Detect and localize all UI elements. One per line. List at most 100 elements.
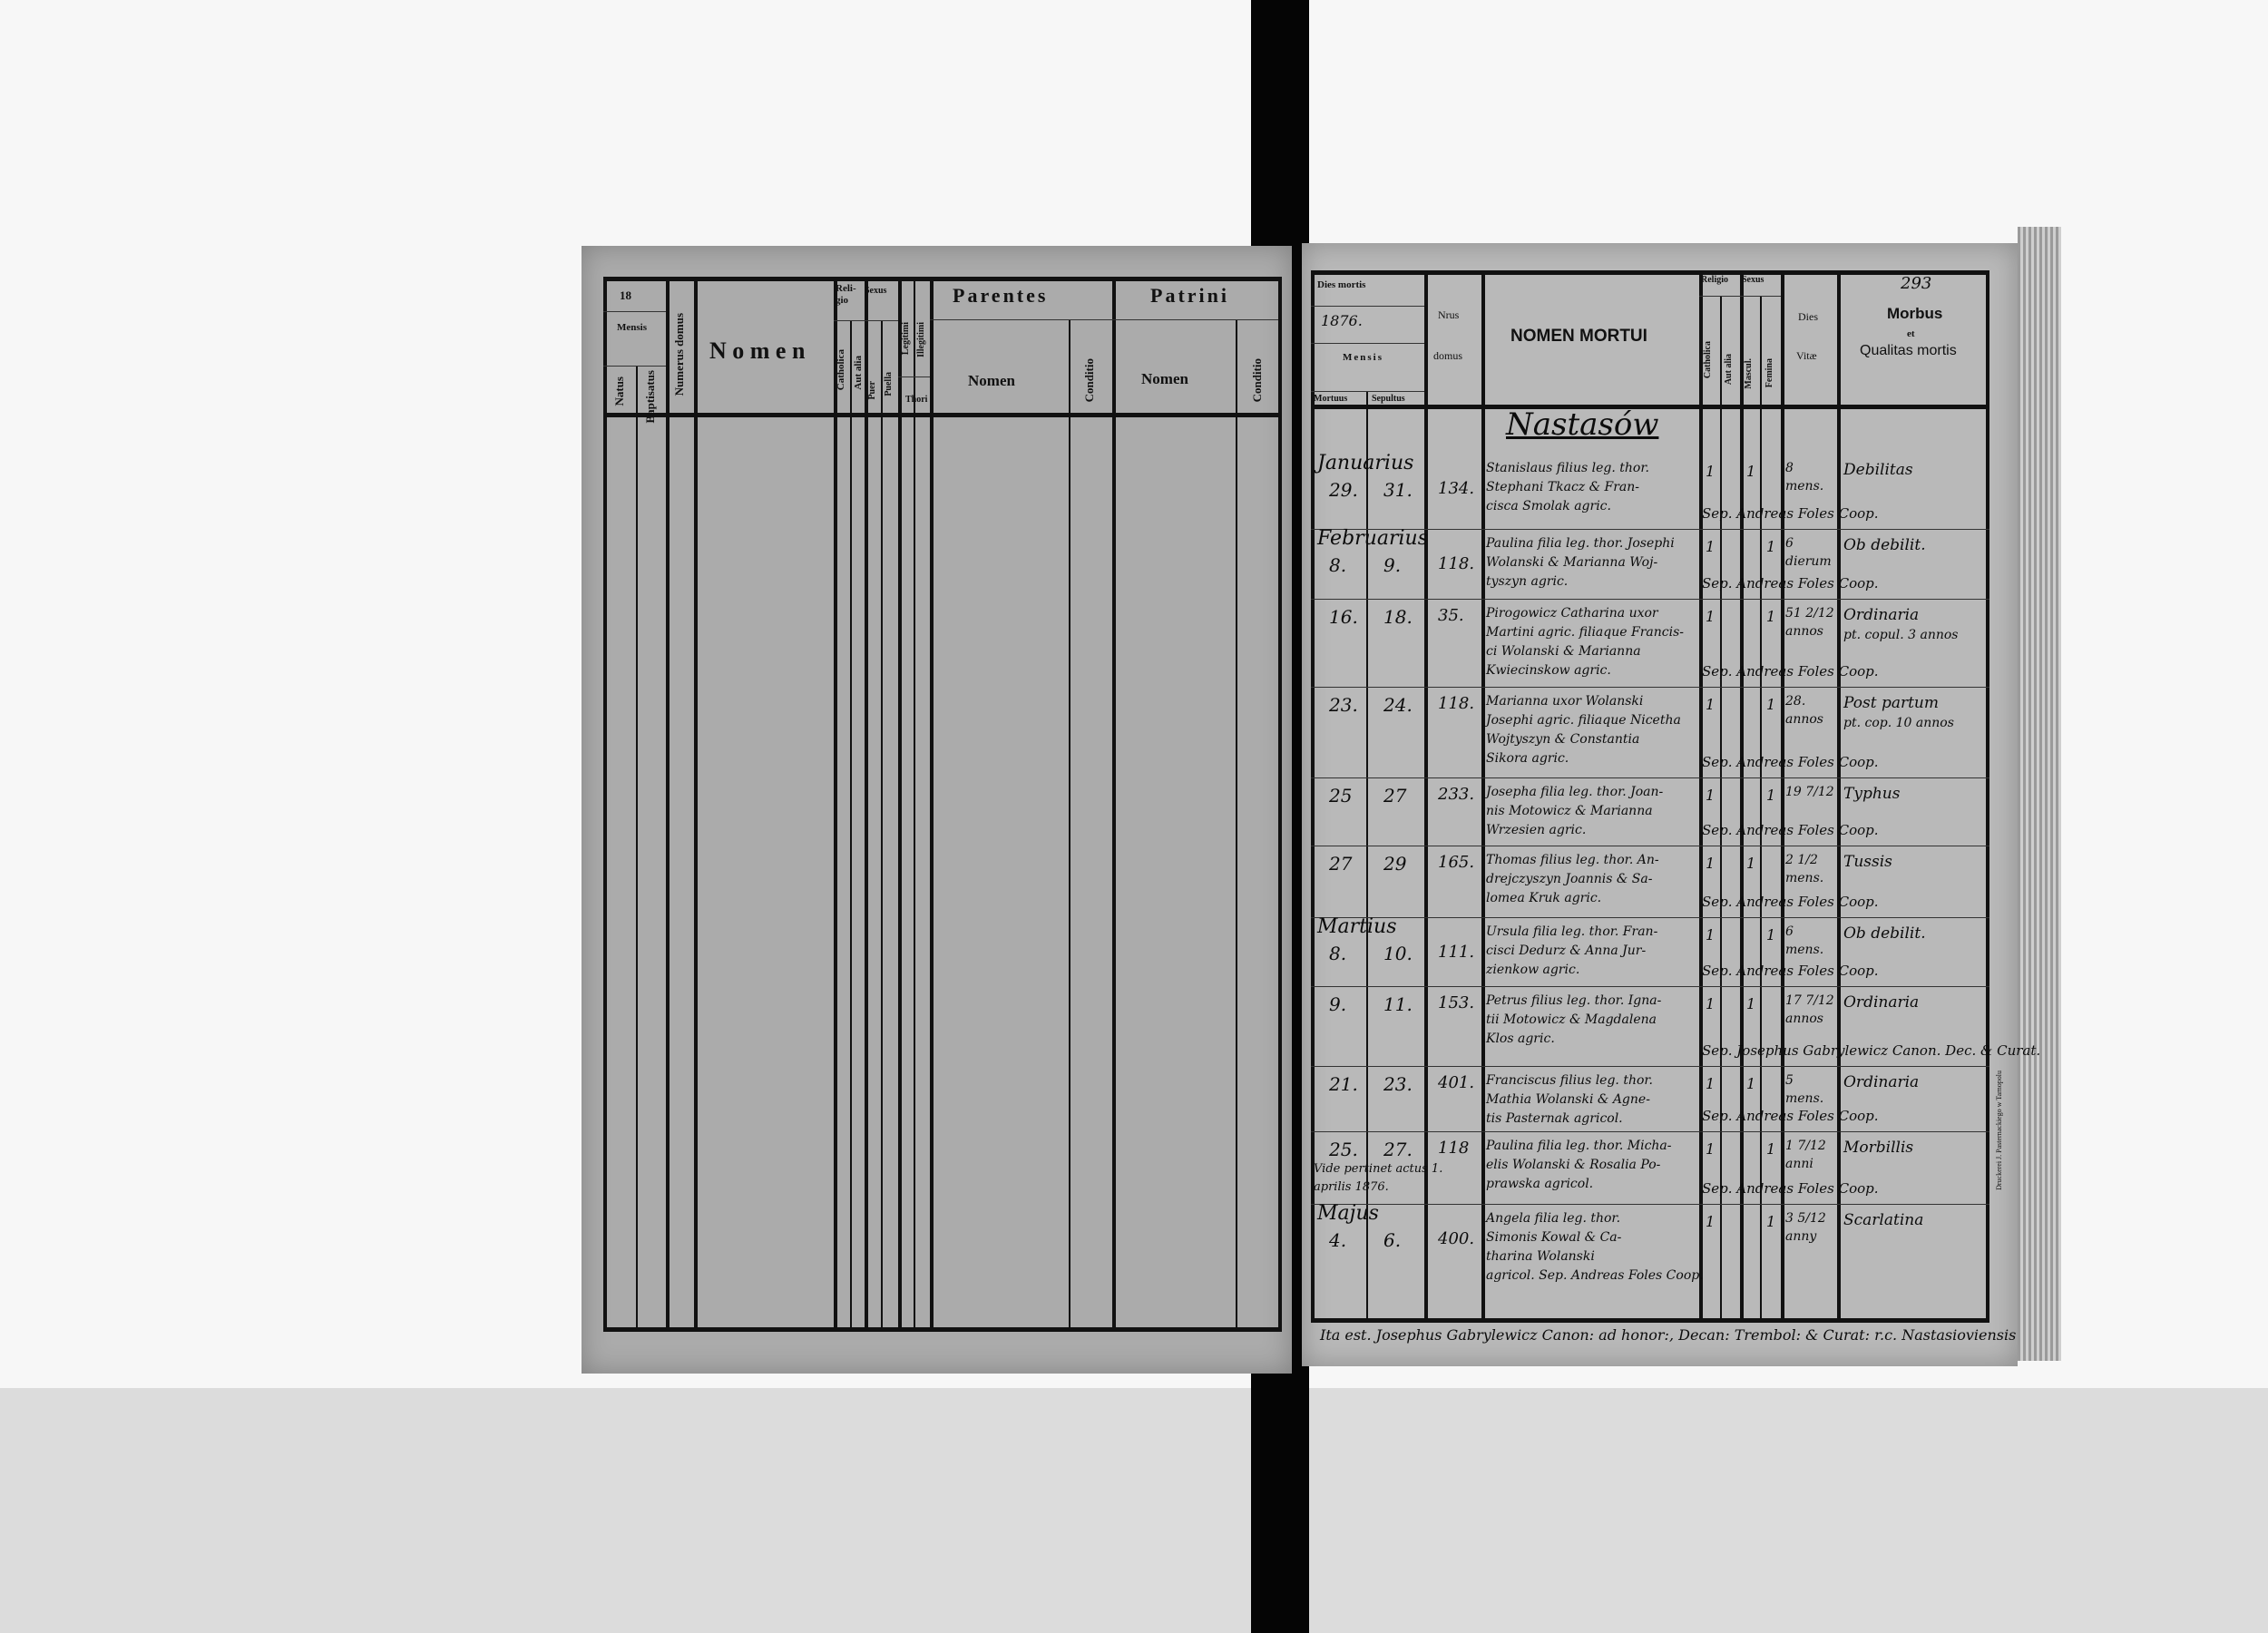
header-rule [1311, 306, 1424, 307]
deceased-name-line: cisci Dedurz & Anna Jur- [1486, 944, 1647, 958]
age-at-death: 5 [1785, 1073, 1794, 1088]
mortuus-day: 8. [1329, 943, 1347, 964]
deceased-name-line: agricol. Sep. Andreas Foles Coop. [1486, 1268, 1704, 1283]
sepultus-day: 18. [1383, 606, 1413, 628]
deceased-name-line: tharina Wolanski [1486, 1249, 1595, 1264]
nomen-mortui-heading: NOMEN MORTUI [1510, 327, 1647, 346]
mortuus-day: 9. [1329, 993, 1347, 1015]
background-floor [0, 1388, 2268, 1633]
catholica-mark: 1 [1706, 538, 1716, 555]
sepultus-day: 9. [1383, 554, 1402, 576]
burial-officiant: Sep. Andreas Foles Coop. [1702, 754, 1879, 770]
femina-mark: 1 [1766, 538, 1776, 555]
parentes-nomen-label: Nomen [968, 372, 1015, 389]
age-at-death: mens. [1785, 479, 1824, 494]
mortuus-day: 4. [1329, 1229, 1347, 1251]
house-number: 153. [1438, 993, 1475, 1012]
numerus-domus-label: Numerus domus [672, 313, 686, 396]
cause-of-death: Post partum [1843, 694, 1939, 712]
cause-of-death: Debilitas [1843, 461, 1913, 479]
natus-label: Natus [612, 376, 626, 406]
cause-of-death: Morbillis [1843, 1139, 1914, 1157]
catholica-mark: 1 [1706, 926, 1716, 944]
age-at-death: 6 [1785, 536, 1794, 551]
mensis-label: Mensis [617, 322, 647, 333]
femina-mark: 1 [1766, 787, 1776, 804]
burial-officiant: Sep. Andreas Foles Coop. [1702, 663, 1879, 680]
age-at-death: 51 2/12 [1785, 606, 1834, 621]
deceased-name-line: Paulina filia leg. thor. Josephi [1486, 536, 1675, 551]
column-rule [1278, 277, 1282, 1327]
deceased-name-line: Wrzesien agric. [1486, 823, 1587, 837]
header-rule [1311, 343, 1424, 344]
sepultus-day: 27 [1383, 785, 1407, 807]
deceased-name-line: Josephi agric. filiaque Nicetha [1486, 713, 1681, 728]
month-label: Majus [1317, 1202, 1379, 1225]
dies-mortis-label: Dies mortis [1317, 279, 1366, 290]
mortuus-day: 25 [1329, 785, 1353, 807]
month-label: Martius [1317, 915, 1397, 938]
page-edges [2018, 227, 2061, 1361]
domus-label: domus [1433, 349, 1463, 362]
puer-label: Puer [867, 381, 877, 400]
morbus-label: Morbus [1887, 305, 1943, 322]
burial-officiant: Sep. Josephus Gabrylewicz Canon. Dec. & … [1702, 1042, 2041, 1059]
deceased-name-line: elis Wolanski & Rosalia Po- [1486, 1158, 1661, 1172]
age-at-death: 1 7/12 [1785, 1139, 1826, 1153]
thori-label: Thori [905, 395, 928, 405]
column-rule [1424, 270, 1428, 1318]
column-rule [1740, 270, 1744, 1318]
column-rule [1236, 319, 1237, 1327]
age-at-death: 17 7/12 [1785, 993, 1834, 1008]
deceased-name-line: Wolanski & Marianna Woj- [1486, 555, 1658, 570]
deceased-name-line: cisca Smolak agric. [1486, 499, 1611, 513]
femina-label: Femina [1765, 358, 1774, 388]
catholica-mark: 1 [1706, 696, 1716, 713]
vitae-label: Vitæ [1796, 349, 1817, 362]
header-bottom-rule [603, 413, 1282, 417]
deceased-name-line: prawska agricol. [1486, 1177, 1594, 1191]
year-label: 1876. [1321, 312, 1363, 329]
header-rule [898, 376, 930, 377]
row-rule [1311, 687, 1989, 688]
deceased-name-line: Thomas filius leg. thor. An- [1486, 853, 1659, 867]
age-at-death: 6 [1785, 924, 1794, 939]
burial-officiant: Sep. Andreas Foles Coop. [1702, 894, 1879, 910]
legitimi-label: Legitimi [901, 322, 911, 356]
column-rule [1986, 270, 1989, 1318]
column-rule [694, 277, 698, 1327]
burial-officiant: Sep. Andreas Foles Coop. [1702, 505, 1879, 522]
column-rule [666, 277, 670, 1327]
illegitimi-label: Illegitimi [916, 322, 926, 357]
mortuus-day: 16. [1329, 606, 1358, 628]
column-rule [914, 277, 915, 1327]
deceased-name-line: Klos agric. [1486, 1032, 1555, 1046]
deceased-name-line: Stephani Tkacz & Fran- [1486, 480, 1640, 494]
column-rule [881, 320, 883, 1327]
catholica-label: Catholica [836, 349, 846, 391]
column-rule [603, 277, 607, 1327]
house-number: 111. [1438, 943, 1475, 962]
sepultus-day: 6. [1383, 1229, 1402, 1251]
house-number: 401. [1438, 1073, 1475, 1092]
deceased-name-line: Petrus filius leg. thor. Igna- [1486, 993, 1662, 1008]
column-rule [834, 277, 837, 1327]
deceased-name-line: Martini agric. filiaque Francis- [1486, 625, 1684, 640]
mascul-mark: 1 [1746, 1075, 1756, 1092]
mortuus-day: 21. [1329, 1073, 1358, 1095]
aut-alia-label: Aut alia [1724, 354, 1734, 386]
femina-mark: 1 [1766, 1140, 1776, 1158]
femina-mark: 1 [1766, 608, 1776, 625]
right-page [1302, 243, 2018, 1366]
column-rule [1366, 391, 1368, 1318]
month-label: Februarius [1317, 527, 1428, 550]
burial-officiant: Sep. Andreas Foles Coop. [1702, 575, 1879, 592]
deceased-name-line: lomea Kruk agric. [1486, 891, 1602, 905]
cause-of-death: Ordinaria [1843, 1073, 1920, 1091]
header-rule [1699, 296, 1781, 297]
cause-of-death: pt. cop. 10 annos [1843, 716, 1954, 730]
deceased-name-line: Marianna uxor Wolanski [1486, 694, 1644, 709]
cause-of-death: pt. copul. 3 annos [1843, 628, 1959, 642]
house-number: 400. [1438, 1229, 1475, 1248]
deceased-name-line: Paulina filia leg. thor. Micha- [1486, 1139, 1672, 1153]
